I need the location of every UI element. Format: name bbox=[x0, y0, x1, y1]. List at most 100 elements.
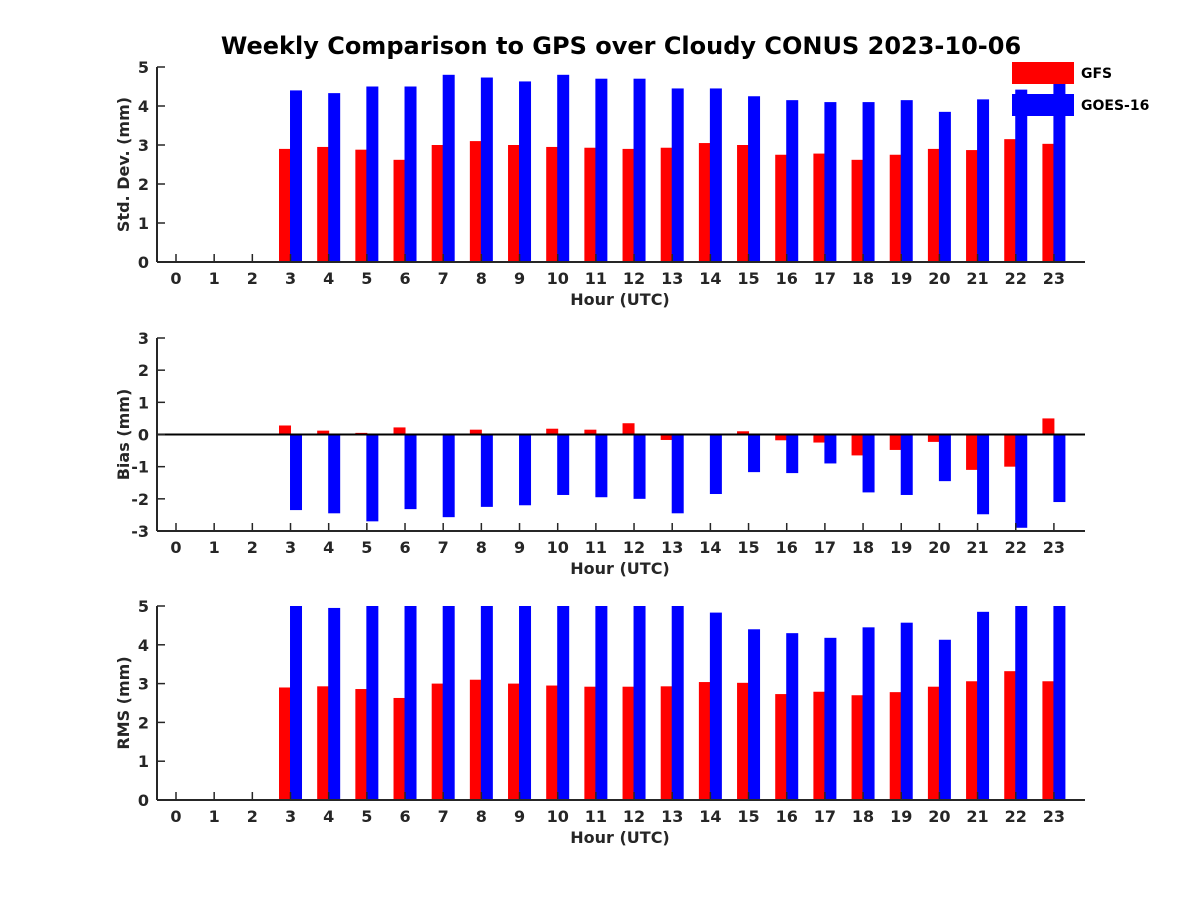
legend-swatch-gfs bbox=[1012, 62, 1074, 84]
y-tick-label: -3 bbox=[131, 522, 149, 541]
bar-gfs-hour-20 bbox=[927, 686, 940, 800]
x-tick-label: 1 bbox=[209, 538, 220, 557]
bar-goes-16-hour-4 bbox=[328, 607, 341, 800]
y-tick-label: 1 bbox=[138, 752, 149, 771]
x-tick-label: 7 bbox=[438, 269, 449, 288]
legend: GFS GOES-16 bbox=[1012, 62, 1149, 116]
bar-goes-16-hour-20 bbox=[938, 111, 951, 262]
bar-goes-16-hour-22 bbox=[1015, 89, 1028, 263]
bar-goes-16-hour-4 bbox=[328, 93, 341, 262]
bar-goes-16-hour-6 bbox=[404, 606, 417, 800]
bar-goes-16-hour-9 bbox=[519, 81, 532, 263]
y-tick-label: 0 bbox=[138, 791, 149, 810]
bar-gfs-hour-22 bbox=[1004, 671, 1017, 800]
legend-label-goes-16: GOES-16 bbox=[1081, 98, 1149, 114]
bar-goes-16-hour-4 bbox=[328, 434, 341, 514]
bar-gfs-hour-14 bbox=[698, 682, 711, 800]
y-tick-label: 2 bbox=[138, 361, 149, 380]
y-tick-label: 3 bbox=[138, 136, 149, 155]
y-tick-label: 4 bbox=[138, 636, 149, 655]
legend-swatch-goes-16 bbox=[1012, 94, 1074, 116]
bar-gfs-hour-12 bbox=[622, 148, 635, 262]
x-axis-label: Hour (UTC) bbox=[570, 290, 670, 309]
chart-title: Weekly Comparison to GPS over Cloudy CON… bbox=[221, 32, 1021, 60]
y-axis-label: RMS (mm) bbox=[114, 656, 133, 749]
bar-gfs-hour-16 bbox=[775, 154, 788, 262]
x-tick-label: 16 bbox=[776, 807, 798, 826]
bar-goes-16-hour-14 bbox=[709, 88, 722, 262]
bar-goes-16-hour-19 bbox=[900, 622, 913, 800]
x-tick-label: 2 bbox=[247, 807, 258, 826]
x-tick-label: 23 bbox=[1043, 538, 1065, 557]
bar-gfs-hour-3 bbox=[279, 687, 292, 800]
bar-goes-16-hour-12 bbox=[633, 606, 646, 800]
bar-goes-16-hour-16 bbox=[786, 100, 799, 263]
y-tick-label: -1 bbox=[131, 458, 149, 477]
bar-goes-16-hour-3 bbox=[290, 606, 303, 800]
x-tick-label: 8 bbox=[476, 538, 487, 557]
y-tick-label: 1 bbox=[138, 214, 149, 233]
x-tick-label: 20 bbox=[928, 538, 950, 557]
bar-goes-16-hour-20 bbox=[938, 434, 951, 482]
bar-gfs-hour-4 bbox=[317, 686, 330, 800]
x-tick-label: 18 bbox=[852, 269, 874, 288]
x-tick-label: 4 bbox=[323, 538, 334, 557]
bar-gfs-hour-10 bbox=[546, 146, 559, 262]
bar-gfs-hour-19 bbox=[889, 692, 902, 800]
bar-goes-16-hour-12 bbox=[633, 78, 646, 262]
bar-gfs-hour-4 bbox=[317, 430, 330, 435]
bar-goes-16-hour-21 bbox=[977, 434, 990, 515]
bar-gfs-hour-4 bbox=[317, 146, 330, 262]
bar-goes-16-hour-17 bbox=[824, 434, 837, 464]
bar-gfs-hour-18 bbox=[851, 695, 864, 800]
x-axis-label: Hour (UTC) bbox=[570, 559, 670, 578]
bar-gfs-hour-20 bbox=[927, 434, 940, 442]
bar-goes-16-hour-6 bbox=[404, 434, 417, 510]
x-tick-label: 19 bbox=[890, 269, 912, 288]
y-tick-label: 3 bbox=[138, 329, 149, 348]
x-tick-label: 19 bbox=[890, 807, 912, 826]
bar-goes-16-hour-19 bbox=[900, 434, 913, 495]
x-tick-label: 0 bbox=[170, 538, 181, 557]
bar-goes-16-hour-11 bbox=[595, 78, 608, 262]
x-tick-label: 13 bbox=[661, 807, 683, 826]
bar-goes-16-hour-5 bbox=[366, 434, 379, 522]
bar-gfs-hour-7 bbox=[431, 683, 444, 800]
x-tick-label: 22 bbox=[1005, 269, 1027, 288]
x-tick-label: 6 bbox=[399, 269, 410, 288]
bar-gfs-hour-6 bbox=[393, 697, 406, 800]
x-tick-label: 8 bbox=[476, 807, 487, 826]
x-tick-label: 4 bbox=[323, 269, 334, 288]
bar-gfs-hour-18 bbox=[851, 434, 864, 456]
x-tick-label: 14 bbox=[699, 269, 721, 288]
x-tick-label: 3 bbox=[285, 269, 296, 288]
x-tick-label: 1 bbox=[209, 807, 220, 826]
bar-goes-16-hour-18 bbox=[862, 102, 875, 262]
bar-goes-16-hour-9 bbox=[519, 606, 532, 800]
bar-goes-16-hour-16 bbox=[786, 434, 799, 474]
bar-goes-16-hour-9 bbox=[519, 434, 532, 506]
y-tick-label: 2 bbox=[138, 713, 149, 732]
x-tick-label: 11 bbox=[585, 269, 607, 288]
bar-goes-16-hour-5 bbox=[366, 606, 379, 800]
x-tick-label: 10 bbox=[547, 538, 569, 557]
bar-goes-16-hour-22 bbox=[1015, 434, 1028, 528]
bar-goes-16-hour-11 bbox=[595, 434, 608, 498]
x-tick-label: 22 bbox=[1005, 538, 1027, 557]
x-tick-label: 22 bbox=[1005, 807, 1027, 826]
y-tick-label: -2 bbox=[131, 490, 149, 509]
x-tick-label: 12 bbox=[623, 269, 645, 288]
x-tick-label: 13 bbox=[661, 269, 683, 288]
bar-gfs-hour-12 bbox=[622, 423, 635, 435]
bar-gfs-hour-13 bbox=[660, 434, 673, 440]
bar-gfs-hour-11 bbox=[584, 429, 597, 435]
bar-gfs-hour-21 bbox=[966, 681, 979, 800]
y-tick-label: 0 bbox=[138, 253, 149, 272]
x-tick-label: 20 bbox=[928, 807, 950, 826]
x-tick-label: 3 bbox=[285, 538, 296, 557]
bar-goes-16-hour-21 bbox=[977, 611, 990, 800]
x-tick-label: 14 bbox=[699, 538, 721, 557]
x-axis-label: Hour (UTC) bbox=[570, 828, 670, 847]
bar-goes-16-hour-16 bbox=[786, 633, 799, 800]
